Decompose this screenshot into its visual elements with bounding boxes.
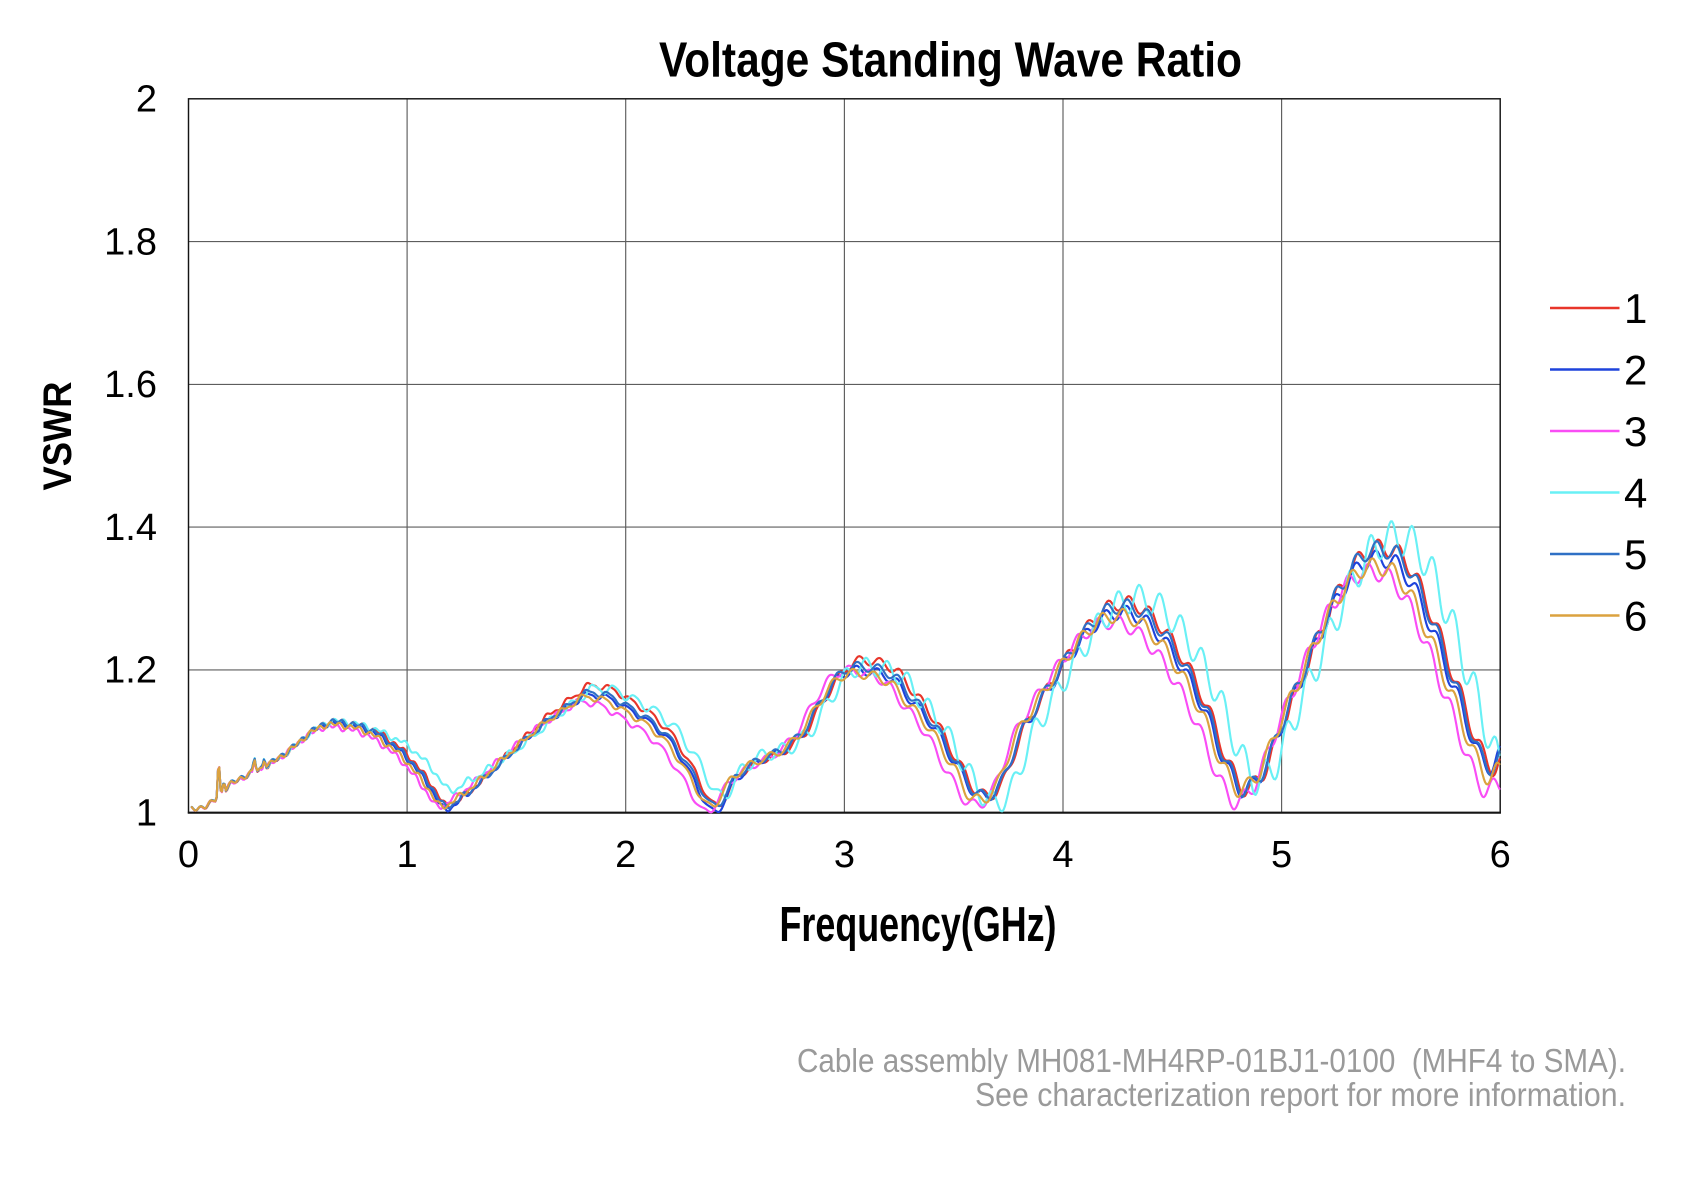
svg-text:2: 2 — [1624, 347, 1647, 394]
svg-text:1.8: 1.8 — [104, 221, 157, 263]
svg-text:5: 5 — [1624, 531, 1647, 578]
svg-text:0: 0 — [178, 834, 199, 876]
svg-text:1: 1 — [136, 792, 157, 834]
svg-text:See characterization report fo: See characterization report for more inf… — [975, 1076, 1626, 1113]
svg-text:4: 4 — [1052, 834, 1073, 876]
svg-text:4: 4 — [1624, 470, 1647, 517]
svg-text:3: 3 — [834, 834, 855, 876]
svg-text:6: 6 — [1624, 593, 1647, 640]
svg-text:3: 3 — [1624, 408, 1647, 455]
svg-text:2: 2 — [136, 79, 157, 121]
svg-text:1: 1 — [397, 834, 418, 876]
svg-text:6: 6 — [1490, 834, 1511, 876]
svg-text:VSWR: VSWR — [36, 382, 80, 491]
svg-text:1.4: 1.4 — [104, 507, 157, 549]
svg-text:1.6: 1.6 — [104, 364, 157, 406]
svg-text:1.2: 1.2 — [104, 650, 157, 692]
svg-text:Frequency(GHz): Frequency(GHz) — [780, 897, 1057, 952]
svg-text:5: 5 — [1271, 834, 1292, 876]
svg-text:2: 2 — [615, 834, 636, 876]
svg-text:Voltage Standing Wave Ratio: Voltage Standing Wave Ratio — [659, 33, 1242, 88]
svg-text:Cable assembly MH081-MH4RP-01B: Cable assembly MH081-MH4RP-01BJ1-0100 (M… — [797, 1042, 1626, 1079]
svg-text:1: 1 — [1624, 285, 1647, 332]
